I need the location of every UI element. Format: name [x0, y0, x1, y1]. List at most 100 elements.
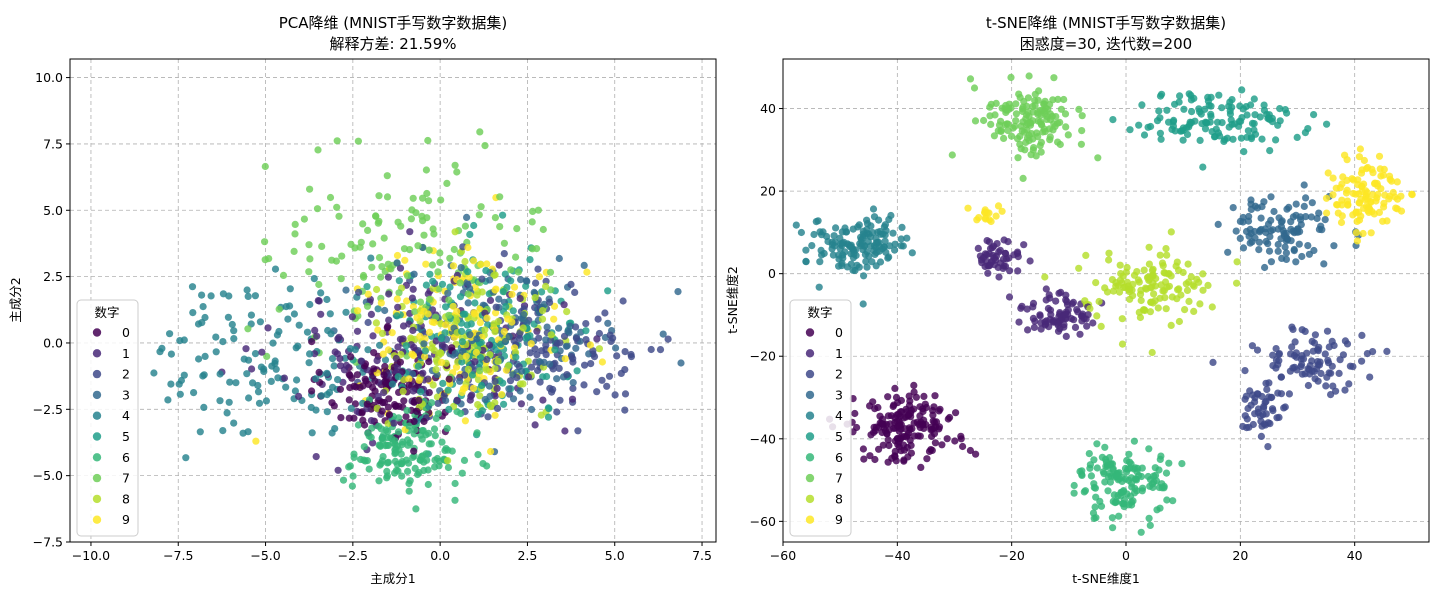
tsne-point-digit-8: [1164, 270, 1172, 278]
tsne-point-digit-6: [1145, 514, 1153, 522]
tsne-point-digit-1: [1042, 285, 1050, 293]
pca-point-digit-4: [167, 350, 175, 358]
pca-point-digit-8: [464, 365, 472, 373]
pca-point-digit-7: [409, 194, 417, 202]
pca-point-digit-2: [572, 334, 581, 342]
tsne-point-digit-2: [1253, 346, 1262, 354]
pca-point-digit-4: [223, 409, 231, 417]
tsne-point-digit-9: [1329, 174, 1337, 182]
pca-point-digit-4: [158, 344, 166, 352]
pca-point-digit-2: [647, 345, 655, 354]
pca-point-digit-6: [339, 476, 348, 484]
pca-point-digit-7: [434, 268, 442, 276]
pca-point-digit-5: [446, 283, 454, 291]
tsne-point-digit-2: [1311, 375, 1319, 383]
tsne-point-digit-7: [1007, 132, 1016, 140]
tsne-point-digit-7: [986, 112, 994, 120]
pca-point-digit-7: [414, 242, 422, 250]
pca-point-digit-2: [593, 388, 601, 396]
tsne-point-digit-9: [964, 204, 972, 212]
pca-point-digit-4: [305, 359, 313, 367]
tsne-chart-title: t-SNE降维 (MNIST手写数字数据集): [986, 14, 1226, 32]
pca-point-digit-6: [451, 496, 459, 504]
pca-y-tick-label: 7.5: [43, 136, 63, 151]
pca-point-digit-3: [553, 375, 561, 383]
pca-point-digit-9: [508, 290, 516, 298]
pca-point-digit-9: [477, 260, 485, 269]
tsne-point-digit-3: [1313, 214, 1321, 223]
pca-point-digit-6: [457, 409, 465, 417]
tsne-point-digit-2: [1298, 370, 1306, 378]
tsne-point-digit-6: [1163, 496, 1171, 504]
pca-point-digit-7: [513, 225, 521, 233]
tsne-point-digit-4: [859, 227, 867, 235]
tsne-point-digit-2: [1268, 405, 1277, 413]
pca-point-digit-1: [314, 297, 322, 305]
pca-point-digit-9: [500, 328, 508, 336]
pca-point-digit-7: [436, 249, 444, 257]
tsne-point-digit-2: [1323, 373, 1331, 381]
tsne-point-digit-9: [1393, 178, 1401, 186]
tsne-point-digit-4: [820, 249, 828, 258]
tsne-point-digit-0: [894, 440, 902, 448]
pca-point-digit-7: [477, 203, 485, 211]
tsne-point-digit-2: [1308, 367, 1316, 375]
tsne-point-digit-5: [1185, 90, 1193, 98]
pca-point-digit-4: [244, 292, 252, 300]
pca-point-digit-5: [363, 283, 371, 291]
tsne-point-digit-9: [1363, 195, 1372, 203]
pca-point-digit-3: [444, 289, 452, 297]
pca-point-digit-5: [551, 346, 559, 354]
tsne-point-digit-4: [859, 300, 867, 308]
tsne-point-digit-0: [879, 441, 887, 449]
tsne-point-digit-1: [1006, 267, 1014, 275]
pca-point-digit-1: [311, 326, 319, 334]
pca-point-digit-7: [453, 168, 461, 176]
pca-point-digit-7: [429, 225, 437, 233]
pca-point-digit-7: [450, 245, 458, 254]
tsne-point-digit-5: [1206, 118, 1214, 126]
tsne-point-digit-0: [872, 423, 881, 431]
pca-point-digit-8: [482, 366, 490, 374]
tsne-y-tick-label: −60: [750, 514, 776, 529]
pca-point-digit-0: [413, 407, 421, 415]
pca-x-ticks: −10.0 −7.5 −5.0 −2.5 0.0 2.5 5.0 7.5: [72, 542, 712, 563]
tsne-legend-label-1: 1: [835, 346, 843, 361]
pca-point-digit-8: [481, 326, 489, 334]
tsne-x-ticks: −60 −40 −20 0 20 40: [770, 542, 1363, 563]
tsne-point-digit-0: [917, 463, 925, 471]
tsne-point-digit-9: [1356, 145, 1364, 153]
tsne-point-digit-5: [1198, 120, 1206, 128]
pca-point-digit-7: [534, 206, 543, 214]
pca-point-digit-3: [516, 387, 524, 395]
pca-point-digit-1: [438, 341, 446, 349]
tsne-point-digit-2: [1328, 362, 1336, 370]
tsne-point-digit-0: [935, 407, 943, 415]
pca-point-digit-3: [612, 344, 620, 352]
tsne-point-digit-8: [1157, 281, 1165, 289]
tsne-point-digit-6: [1118, 489, 1126, 497]
tsne-point-digit-8: [1095, 297, 1103, 306]
tsne-point-digit-2: [1317, 369, 1325, 378]
pca-point-digit-1: [409, 326, 417, 334]
tsne-point-digit-8: [1150, 290, 1158, 298]
tsne-point-digit-2: [1293, 366, 1301, 374]
tsne-y-tick-label: 40: [760, 101, 776, 116]
tsne-point-digit-8: [1168, 293, 1176, 301]
pca-point-digit-7: [356, 243, 364, 251]
tsne-point-digit-8: [1152, 274, 1160, 283]
tsne-legend-marker-5: [805, 432, 815, 441]
tsne-point-digit-8: [1115, 288, 1124, 296]
pca-point-digit-0: [370, 349, 378, 357]
tsne-point-digit-6: [1085, 450, 1093, 458]
pca-point-digit-2: [483, 355, 491, 364]
pca-point-digit-1: [406, 228, 414, 236]
tsne-point-digit-3: [1277, 235, 1285, 243]
tsne-point-digit-0: [869, 398, 877, 406]
tsne-point-digit-5: [1238, 86, 1246, 94]
tsne-point-digit-0: [951, 437, 959, 445]
pca-point-digit-7: [374, 219, 382, 227]
tsne-point-digit-0: [952, 409, 960, 417]
tsne-point-digit-1: [1070, 316, 1078, 324]
